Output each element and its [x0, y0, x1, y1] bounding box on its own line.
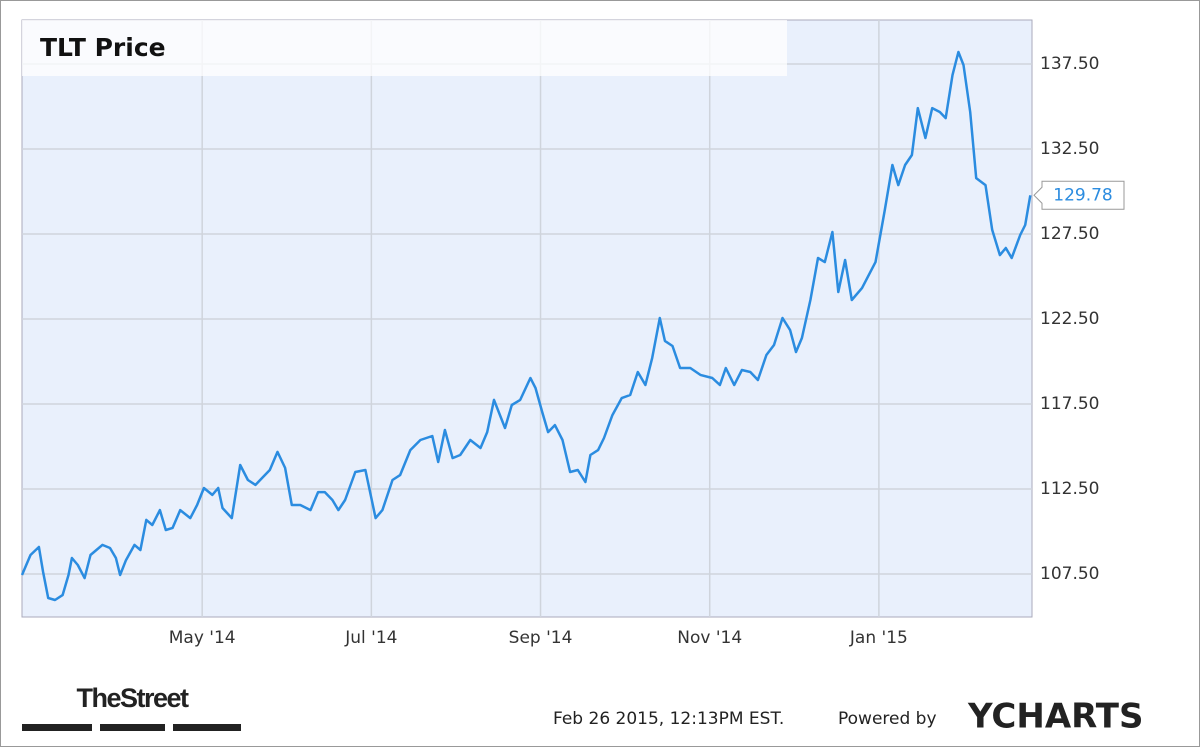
y-tick-label: 132.50 [1040, 139, 1099, 159]
x-tick-label: Sep '14 [509, 628, 573, 648]
x-tick-label: May '14 [169, 628, 236, 648]
title-box [22, 20, 787, 76]
logo-bar [22, 724, 92, 731]
logo-bar [173, 724, 241, 731]
last-value-label: 129.78 [1053, 185, 1112, 205]
powered-by: Powered by [838, 709, 937, 729]
x-tick-label: Jul '14 [344, 628, 397, 648]
brand: YCHARTS [967, 697, 1143, 737]
y-tick-label: 122.50 [1040, 309, 1099, 329]
price-line [20, 50, 1032, 602]
x-tick-label: Nov '14 [677, 628, 742, 648]
y-tick-label: 107.50 [1040, 564, 1099, 584]
series [20, 50, 1032, 602]
grid [22, 20, 1032, 617]
y-tick-label: 117.50 [1040, 394, 1099, 414]
y-tick-label: 137.50 [1040, 54, 1099, 74]
y-tick-label: 127.50 [1040, 224, 1099, 244]
x-tick-label: Jan '15 [849, 628, 908, 648]
logo-bar [100, 724, 165, 731]
chart-title: TLT Price [40, 33, 166, 62]
y-tick-label: 112.50 [1040, 479, 1099, 499]
last-value-box [1033, 180, 1125, 210]
timestamp: Feb 26 2015, 12:13PM EST. [553, 709, 784, 729]
source-logo: TheStreet [76, 683, 189, 713]
